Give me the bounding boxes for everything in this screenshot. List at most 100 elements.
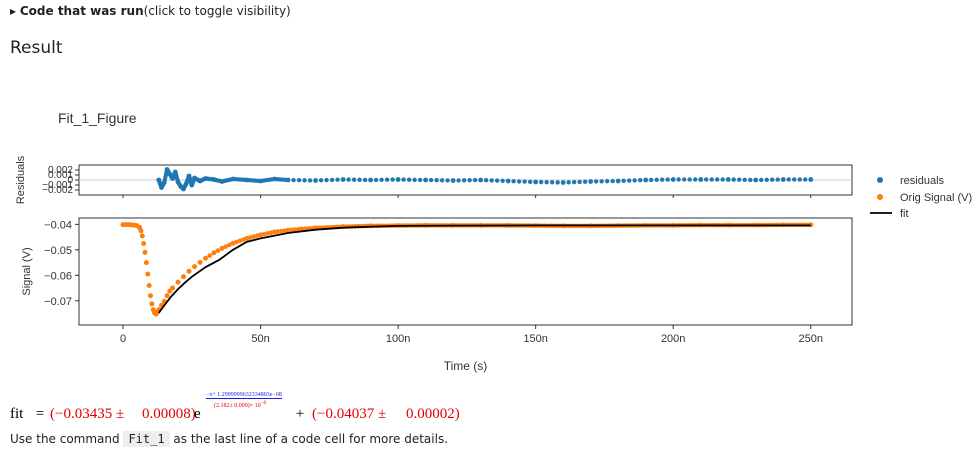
signal-point: [181, 274, 187, 280]
note-pre: Use the command: [10, 432, 124, 446]
residual-point: [516, 179, 522, 184]
signal-xtick-label: 250n: [798, 333, 822, 345]
residual-point: [538, 179, 544, 185]
residual-point: [346, 177, 351, 182]
signal-point: [164, 293, 170, 299]
signal-point: [142, 249, 148, 255]
formula-e: e: [194, 406, 201, 422]
residual-point: [390, 177, 395, 182]
residual-point: [764, 177, 769, 182]
residual-point: [406, 177, 412, 182]
residual-point: [775, 177, 780, 182]
residual-point: [472, 177, 478, 183]
residual-point: [670, 177, 676, 182]
signal-point: [141, 240, 147, 246]
signal-point: [175, 279, 181, 285]
residual-point: [302, 178, 307, 183]
residual-point: [748, 177, 753, 183]
formula-eq: =: [32, 406, 48, 422]
residual-point: [324, 177, 329, 183]
formula-plus: +: [292, 406, 308, 422]
residual-point: [434, 178, 439, 183]
signal-point: [251, 234, 256, 239]
residual-point: [505, 178, 511, 184]
signal-ytick-label: −0.05: [44, 245, 72, 257]
residual-point: [395, 177, 401, 182]
residual-point: [665, 177, 670, 182]
residual-point: [362, 177, 368, 183]
chart-legend: residuals Orig Signal (V) fit: [870, 175, 972, 220]
residual-point: [803, 177, 808, 182]
signal-xtick-label: 0: [120, 333, 126, 345]
residual-point: [456, 178, 461, 183]
residual-point: [720, 177, 725, 182]
signal-point: [197, 259, 203, 265]
signal-point: [139, 233, 145, 239]
residual-point: [423, 177, 429, 183]
residual-point: [709, 177, 714, 182]
signal-point: [261, 231, 267, 237]
residual-point: [599, 179, 604, 184]
residuals-ytick-label: 0.001: [48, 170, 73, 181]
signal-ylabel: Signal (V): [21, 247, 33, 295]
residual-point: [786, 177, 791, 182]
formula-offset: (−0.04037 ±: [312, 406, 387, 422]
signal-frame: [78, 217, 853, 326]
signal-point: [148, 293, 154, 299]
fit-command-code[interactable]: Fit_1: [123, 431, 170, 447]
signal-point: [170, 285, 176, 291]
residual-point: [753, 177, 759, 183]
residual-point: [313, 178, 318, 183]
formula-exp-den-pow: −8: [260, 401, 267, 406]
residual-point: [318, 178, 324, 183]
legend-residuals-label: residuals: [900, 175, 945, 187]
residual-point: [687, 177, 692, 182]
residuals-ytick-label: 0: [67, 175, 73, 186]
formula-exp-den: (2.182± 0.009)× 10−8: [214, 401, 266, 409]
residual-point: [500, 178, 505, 183]
residual-point: [489, 178, 494, 183]
residual-point: [417, 177, 423, 183]
residual-point: [737, 177, 742, 182]
residual-point: [340, 177, 346, 182]
signal-point: [302, 226, 308, 231]
residual-point: [780, 177, 786, 182]
residual-point: [692, 177, 698, 182]
signal-ytick-label: −0.06: [44, 270, 72, 282]
code-toggle[interactable]: ▸ Code that was run(click to toggle visi…: [10, 4, 291, 18]
residual-point: [401, 177, 406, 182]
formula-lhs: fit: [10, 406, 24, 422]
residual-point: [351, 177, 357, 182]
residual-point: [588, 179, 594, 184]
toggle-hint: (click to toggle visibility): [143, 4, 291, 18]
residual-point: [676, 177, 681, 182]
legend-residuals-marker: [877, 177, 883, 183]
residual-point: [527, 179, 533, 184]
residual-point: [615, 178, 621, 184]
signal-point: [227, 242, 232, 248]
residual-point: [604, 179, 610, 184]
residual-point: [797, 177, 802, 182]
residual-point: [307, 178, 313, 183]
signal-point: [203, 255, 209, 261]
signal-point: [219, 245, 225, 251]
legend-signal-label: Orig Signal (V): [900, 192, 972, 204]
result-heading: Result: [10, 38, 63, 58]
signal-point: [292, 227, 298, 232]
signal-point: [299, 226, 305, 232]
signal-point: [247, 235, 253, 240]
signal-panel: −0.04 −0.05 −0.06 −0.07 0 50n 100n 150n 200n 250n…: [21, 217, 853, 373]
residual-point: [329, 177, 335, 183]
residual-point: [593, 179, 599, 184]
residual-point: [461, 178, 467, 183]
signal-point: [149, 301, 155, 307]
signal-point: [192, 264, 198, 270]
signal-xtick-label: 100n: [386, 333, 410, 345]
residual-point: [659, 177, 665, 182]
residual-point: [731, 177, 736, 182]
residual-point: [681, 177, 687, 182]
residual-point: [571, 179, 577, 185]
residual-point: [582, 179, 588, 184]
